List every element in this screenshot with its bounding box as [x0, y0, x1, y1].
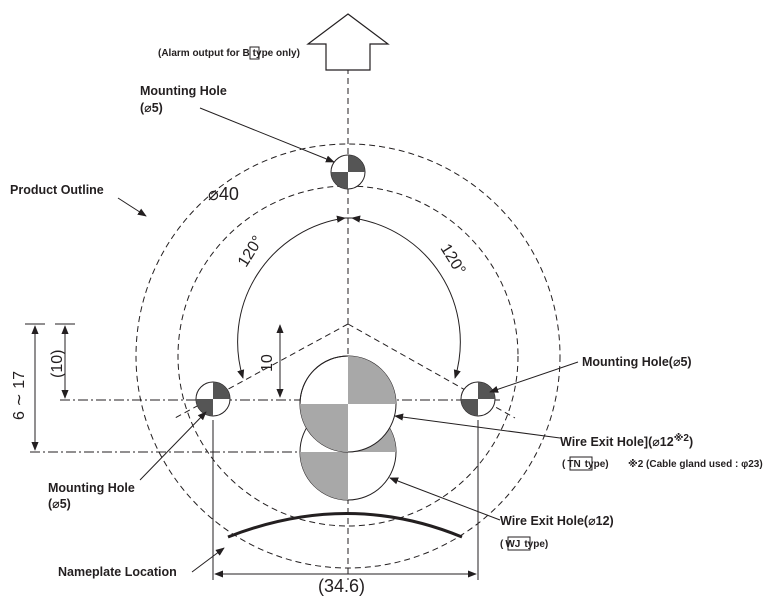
- angle-arc-left: [237, 215, 346, 379]
- dim-10p-label: (10): [49, 350, 66, 378]
- product-outline-label: Product Outline: [10, 183, 104, 197]
- leader-mount-top: [199, 107, 335, 163]
- mount-left-label: Mounting Hole: [48, 481, 135, 495]
- mount-top-dia: (⌀5): [140, 101, 163, 115]
- leader-wire-tn: [394, 413, 561, 439]
- angle-arc-right: [351, 215, 461, 379]
- dim-6-17-label: 6 ∼ 17: [11, 371, 28, 420]
- wj-type-box-frame: [507, 536, 531, 551]
- wj-type-box: WJ: [505, 539, 520, 550]
- mounting-hole-left: [195, 381, 231, 417]
- cable-gland-note: ※2 (Cable gland used : φ23): [628, 458, 763, 470]
- leader-mount-right: [489, 361, 579, 393]
- mounting-hole-top: [330, 154, 366, 190]
- nameplate-label: Nameplate Location: [58, 565, 177, 579]
- tn-type-box: TN: [567, 459, 580, 470]
- dim-34-6-label: (34.6): [318, 576, 365, 596]
- wire-exit-wj-label: Wire Exit Hole(⌀12): [500, 514, 614, 528]
- angle-right-label: 120°: [437, 241, 469, 278]
- alarm-type-box-frame: [249, 46, 260, 60]
- mount-top-label: Mounting Hole: [140, 84, 227, 98]
- leader-outline: [117, 197, 147, 217]
- mount-right-label: Mounting Hole(⌀5): [582, 355, 692, 369]
- tn-type-note: (TN type): [562, 459, 609, 470]
- alarm-arrow: [306, 13, 390, 71]
- dim-10-label: 10: [259, 354, 276, 372]
- tn-type-box-frame: [569, 456, 593, 471]
- wire-exit-tn-label: Wire Exit Hole](⌀12※2): [560, 432, 693, 449]
- alarm-type-box: B: [242, 48, 249, 59]
- wire-exit-hole-tn: [299, 355, 397, 453]
- angle-left-label: 120°: [235, 233, 267, 270]
- leader-mount-left: [139, 411, 207, 481]
- mount-left-dia: (⌀5): [48, 497, 71, 511]
- dia-40-label: ⌀40: [208, 184, 239, 204]
- leader-wire-wj: [389, 477, 501, 521]
- wj-type-note: (WJ type): [500, 539, 548, 550]
- mounting-hole-right: [460, 381, 496, 417]
- nameplate-arc: [227, 512, 463, 539]
- leader-nameplate: [191, 547, 225, 573]
